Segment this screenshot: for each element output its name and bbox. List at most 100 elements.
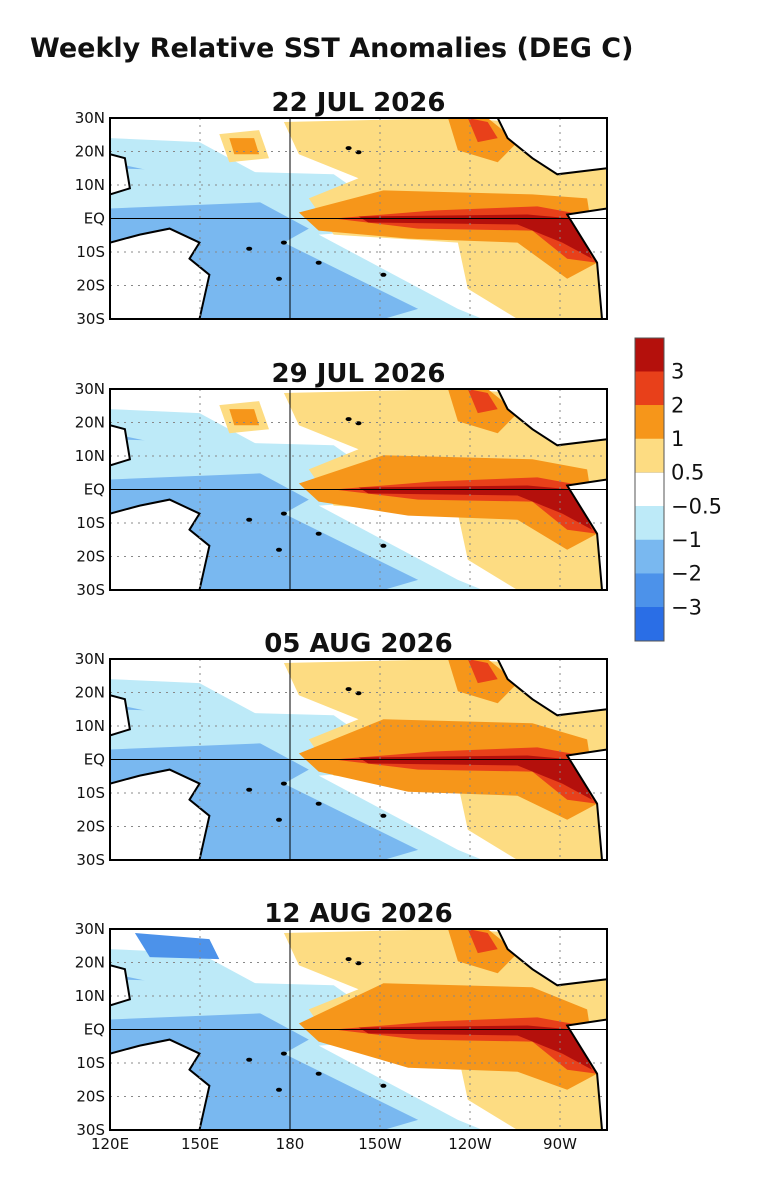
panel-date: 05 AUG 2026 [264, 629, 452, 659]
lat-tick-label: EQ [84, 1021, 105, 1039]
island [276, 817, 282, 822]
island [276, 547, 282, 552]
island [246, 787, 253, 792]
north-america-coast [496, 929, 607, 987]
north-america-coast [496, 118, 607, 176]
lat-tick-label: 20N [75, 954, 105, 972]
lat-tick-label: 20N [75, 684, 105, 702]
island [315, 531, 322, 536]
island [280, 240, 287, 245]
island [345, 417, 352, 422]
lon-tick-label: 150W [358, 1135, 402, 1153]
island [276, 1087, 282, 1092]
lat-tick-label: 10N [75, 447, 105, 465]
lat-tick-label: 20S [76, 1088, 105, 1106]
lat-tick-label: 10N [75, 176, 105, 194]
lat-tick-label: 30S [76, 310, 105, 328]
australia-new-guinea [110, 227, 211, 319]
colorbar-label: −3 [671, 595, 702, 619]
warm-patch-core [467, 118, 498, 143]
south-america-coast [565, 1018, 607, 1130]
philippines [110, 964, 132, 1007]
philippines [110, 694, 132, 737]
cool-band-north [110, 439, 369, 480]
australia-new-guinea [110, 1038, 211, 1130]
sst-field [110, 929, 607, 1130]
lat-tick-label: 10S [76, 1054, 105, 1072]
island [246, 246, 253, 251]
lat-tick-label: EQ [84, 481, 105, 499]
island [315, 1071, 322, 1076]
lat-tick-label: 30N [75, 920, 105, 938]
lat-tick-label: 30N [75, 650, 105, 668]
island [380, 1083, 387, 1088]
colorbar-swatch [634, 573, 665, 608]
colorbar-label: −0.5 [671, 494, 722, 518]
lat-tick-label: 20S [76, 548, 105, 566]
colorbar-label: −1 [671, 528, 702, 552]
lat-tick-label: 30S [76, 581, 105, 599]
colorbar-swatch [634, 405, 665, 440]
lat-tick-label: 10S [76, 243, 105, 261]
colorbar-label: 3 [671, 360, 684, 384]
island [355, 691, 362, 696]
colorbar-swatch [634, 371, 665, 406]
panel-date: 12 AUG 2026 [264, 899, 452, 929]
map-panel: 05 AUG 2026 30N 20N 10N EQ 10S 20S 30S [75, 629, 608, 869]
map-panel: 29 JUL 2026 30N 20N 10N EQ 10S 20S 30S [75, 359, 608, 599]
lat-tick-label: 30N [75, 109, 105, 127]
warm-patch-core [467, 929, 498, 954]
panel-frame [109, 388, 608, 591]
colorbar-swatch [634, 438, 665, 473]
island [380, 543, 387, 548]
lon-tick-label: 90W [543, 1135, 577, 1153]
south-america-coast [565, 207, 607, 319]
island [315, 801, 322, 806]
colorbar-swatch [634, 337, 665, 372]
island [280, 1051, 287, 1056]
cool-band-north [110, 168, 369, 209]
colorbar-swatch [634, 472, 665, 507]
colorbar-swatch [634, 607, 665, 642]
warm-anomaly-extreme [358, 485, 593, 530]
lat-tick-label: 20S [76, 818, 105, 836]
lat-tick-label: 30S [76, 1121, 105, 1139]
lat-tick-label: 30S [76, 851, 105, 869]
island [355, 150, 362, 155]
island [380, 813, 387, 818]
colorbar-frame [634, 337, 665, 642]
warm-patch-northwest-core [229, 409, 260, 426]
lon-tick-label: 120E [91, 1135, 129, 1153]
island [355, 421, 362, 426]
south-america-coast [565, 748, 607, 860]
lat-tick-label: 30N [75, 380, 105, 398]
lat-tick-label: 20S [76, 277, 105, 295]
warm-patch-northwest-core [229, 138, 260, 155]
philippines [110, 424, 132, 467]
lat-tick-label: 20N [75, 414, 105, 432]
australia-new-guinea [110, 498, 211, 590]
island [345, 687, 352, 692]
cool-band-north [110, 709, 369, 750]
island [355, 961, 362, 966]
lat-tick-label: 10S [76, 514, 105, 532]
sst-field [110, 389, 607, 590]
philippines [110, 153, 132, 196]
north-america-coast [496, 659, 607, 717]
island [276, 276, 282, 281]
map-panel: 12 AUG 2026 30N 20N 10N EQ 10S 20S 30S [75, 899, 608, 1139]
colorbar-swatch [634, 539, 665, 574]
panel-date: 22 JUL 2026 [271, 88, 445, 118]
warm-anomaly-extreme [358, 1025, 593, 1070]
island [280, 511, 287, 516]
colorbar-label: 1 [671, 427, 684, 451]
lat-tick-label: 10N [75, 717, 105, 735]
sst-field [110, 118, 607, 319]
island [380, 272, 387, 277]
island [345, 146, 352, 151]
island [345, 957, 352, 962]
sst-field [110, 659, 607, 860]
panel-frame [109, 658, 608, 861]
